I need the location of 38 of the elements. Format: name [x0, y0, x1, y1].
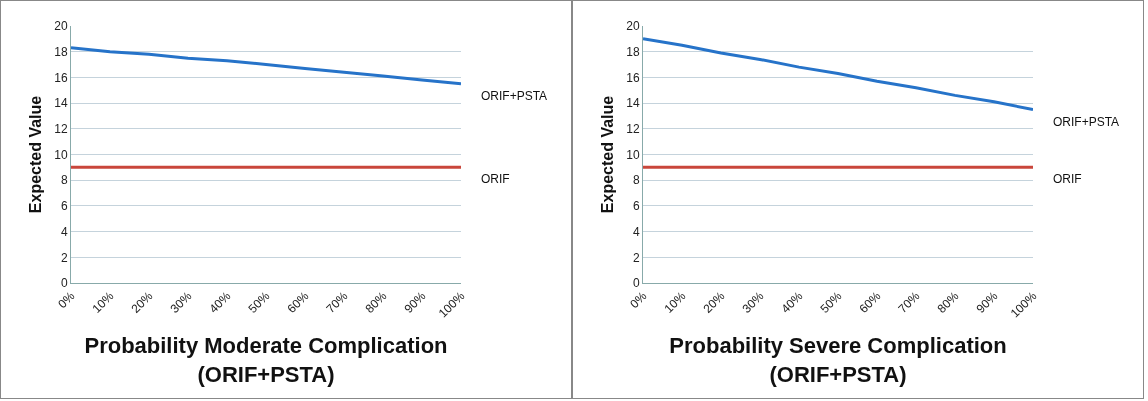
y-tick-label: 12: [626, 122, 640, 136]
series-label: ORIF+PSTA: [481, 89, 548, 103]
y-tick-label: 2: [632, 250, 640, 265]
y-tick-label: 2: [60, 250, 68, 265]
x-axis-title: Probability Severe Complication (ORIF+PSTA): [669, 333, 1007, 387]
series-label: ORIF+PSTA: [1053, 115, 1120, 129]
series-label: ORIF: [1053, 172, 1082, 186]
y-tick-label: 14: [626, 96, 640, 111]
y-tick-label: 6: [632, 199, 640, 214]
y-tick-label: 6: [60, 199, 68, 214]
y-tick-label: 10: [54, 147, 68, 162]
y-tick-label: 16: [626, 70, 640, 85]
y-tick-label: 0: [60, 276, 68, 291]
y-tick-label: 8: [632, 173, 640, 188]
y-tick-label: 8: [60, 173, 68, 188]
y-tick-label: 4: [60, 224, 68, 239]
y-tick-label: 20: [626, 19, 640, 34]
y-tick-label: 0: [632, 276, 640, 291]
series-label: ORIF: [481, 172, 510, 186]
y-tick-label: 16: [54, 70, 68, 85]
x-tick-label: 40%: [778, 288, 806, 316]
y-tick-label: 18: [54, 44, 68, 59]
x-tick-label: 70%: [895, 288, 923, 316]
y-axis-title: Expected Value: [599, 95, 617, 214]
y-tick-label: 12: [54, 122, 68, 136]
line-series: [643, 37, 1033, 112]
x-tick-label: 70%: [323, 288, 351, 316]
y-tick-label: 4: [632, 224, 640, 239]
line-series: [71, 46, 461, 86]
y-tick-label: 20: [54, 19, 68, 34]
y-axis-title: Expected Value: [27, 95, 45, 214]
y-tick-label: 10: [626, 147, 640, 162]
y-tick-label: 14: [54, 96, 68, 111]
y-tick-label: 18: [626, 44, 640, 59]
x-tick-label: 40%: [206, 288, 234, 316]
x-axis-title: Probability Moderate Complication (ORIF+PSTA): [84, 333, 448, 387]
x-tick-label: 0%: [55, 288, 78, 312]
x-tick-label: 0%: [627, 288, 650, 312]
